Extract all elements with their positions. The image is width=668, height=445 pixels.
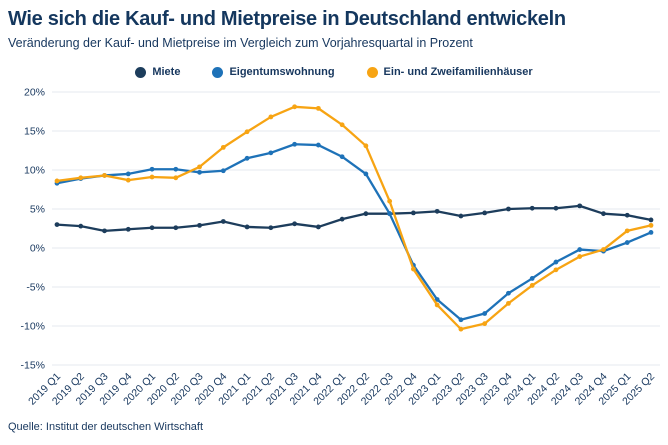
data-point (244, 129, 250, 135)
data-point (244, 155, 250, 161)
data-point (624, 212, 630, 218)
data-point (125, 226, 131, 232)
legend-label: Eigentumswohnung (229, 66, 335, 78)
data-point (458, 326, 464, 332)
data-point (173, 175, 179, 181)
data-point (102, 228, 107, 234)
data-point (244, 224, 250, 230)
series-line-ein-und-zweifamilienh-user (55, 105, 653, 331)
data-point (387, 211, 393, 217)
legend-item-eigentumswohnung: Eigentumswohnung (212, 66, 335, 78)
data-point (624, 228, 630, 234)
data-point (125, 177, 131, 183)
data-point (506, 206, 511, 212)
legend-item-miete: Miete (135, 66, 180, 78)
data-point (648, 230, 654, 235)
series-line-eigentumswohnung (55, 143, 653, 321)
data-point (411, 210, 416, 216)
y-tick-label: -15% (20, 360, 45, 372)
data-point (173, 225, 179, 231)
data-point (315, 224, 321, 230)
data-point (363, 171, 369, 177)
y-tick-label: -10% (20, 321, 45, 333)
data-point (601, 211, 606, 217)
y-tick-label: 10% (24, 165, 45, 177)
data-point (102, 173, 107, 178)
data-point (339, 154, 345, 160)
data-point (387, 198, 393, 204)
data-point (624, 240, 630, 245)
data-point (482, 311, 488, 316)
legend-dot (135, 66, 147, 78)
data-point (529, 276, 535, 281)
legend-dot (212, 66, 224, 78)
data-point (149, 166, 155, 172)
legend: Miete Eigentumswohnung Ein- und Zweifamili… (8, 66, 660, 78)
data-point (553, 267, 559, 273)
data-point (411, 266, 416, 272)
data-point (292, 141, 297, 147)
data-point (315, 142, 321, 148)
legend-item-ein-und-zweifamilienh-user: Ein- und Zweifamilienhäuser (366, 66, 533, 78)
data-point (54, 178, 60, 184)
data-point (577, 247, 583, 252)
legend-label: Ein- und Zweifamilienhäuser (383, 66, 533, 78)
y-tick-label: -5% (26, 282, 45, 294)
data-point (339, 216, 345, 222)
data-point (553, 205, 559, 211)
y-tick-label: 0% (30, 243, 45, 255)
data-point (458, 213, 464, 219)
data-point (482, 210, 488, 216)
data-point (292, 104, 297, 110)
page-subtitle: Veränderung der Kauf- und Mietpreise im … (8, 36, 473, 50)
data-point (529, 283, 535, 288)
data-point (648, 217, 654, 223)
data-point (268, 225, 274, 231)
data-point (149, 174, 155, 180)
data-point (54, 222, 60, 228)
data-point (339, 122, 345, 128)
page-title: Wie sich die Kauf- und Mietpreise in Deu… (8, 8, 566, 30)
data-point (458, 317, 464, 323)
data-point (197, 169, 202, 175)
data-point (434, 302, 440, 308)
data-point (577, 254, 583, 259)
data-point (268, 150, 274, 156)
legend-dot (366, 66, 378, 78)
data-point (577, 203, 583, 209)
y-tick-label: 20% (24, 87, 45, 99)
data-point (648, 222, 654, 228)
data-point (553, 259, 559, 265)
data-point (529, 205, 535, 211)
source-note: Quelle: Institut der deutschen Wirtschaf… (8, 421, 204, 433)
data-point (197, 222, 202, 228)
y-tick-label: 15% (24, 126, 45, 138)
series-line-miete (55, 204, 653, 232)
data-point (197, 164, 202, 170)
legend-label: Miete (152, 66, 181, 78)
data-point (434, 208, 440, 214)
data-point (363, 211, 369, 217)
y-tick-label: 5% (30, 204, 45, 216)
data-point (601, 247, 606, 252)
data-point (434, 297, 440, 302)
data-point (220, 219, 226, 224)
data-point (78, 223, 84, 229)
data-point (363, 143, 369, 149)
data-point (506, 300, 511, 306)
data-point (506, 290, 511, 296)
data-point (149, 225, 155, 231)
data-point (268, 114, 274, 120)
data-point (220, 168, 226, 174)
data-point (173, 166, 179, 172)
data-point (292, 221, 297, 227)
data-point (78, 175, 84, 181)
data-point (315, 105, 321, 111)
data-point (482, 321, 488, 327)
data-point (220, 144, 226, 150)
data-point (125, 171, 131, 177)
